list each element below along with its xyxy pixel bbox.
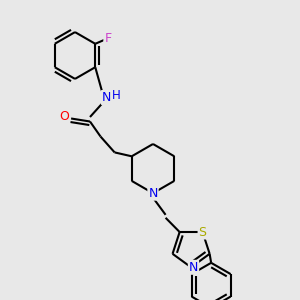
Text: F: F xyxy=(104,32,111,45)
Text: S: S xyxy=(199,226,207,238)
Text: N: N xyxy=(148,187,158,200)
Text: N: N xyxy=(189,261,198,274)
Text: H: H xyxy=(112,88,121,102)
Text: O: O xyxy=(59,110,69,124)
Text: N: N xyxy=(102,91,111,104)
